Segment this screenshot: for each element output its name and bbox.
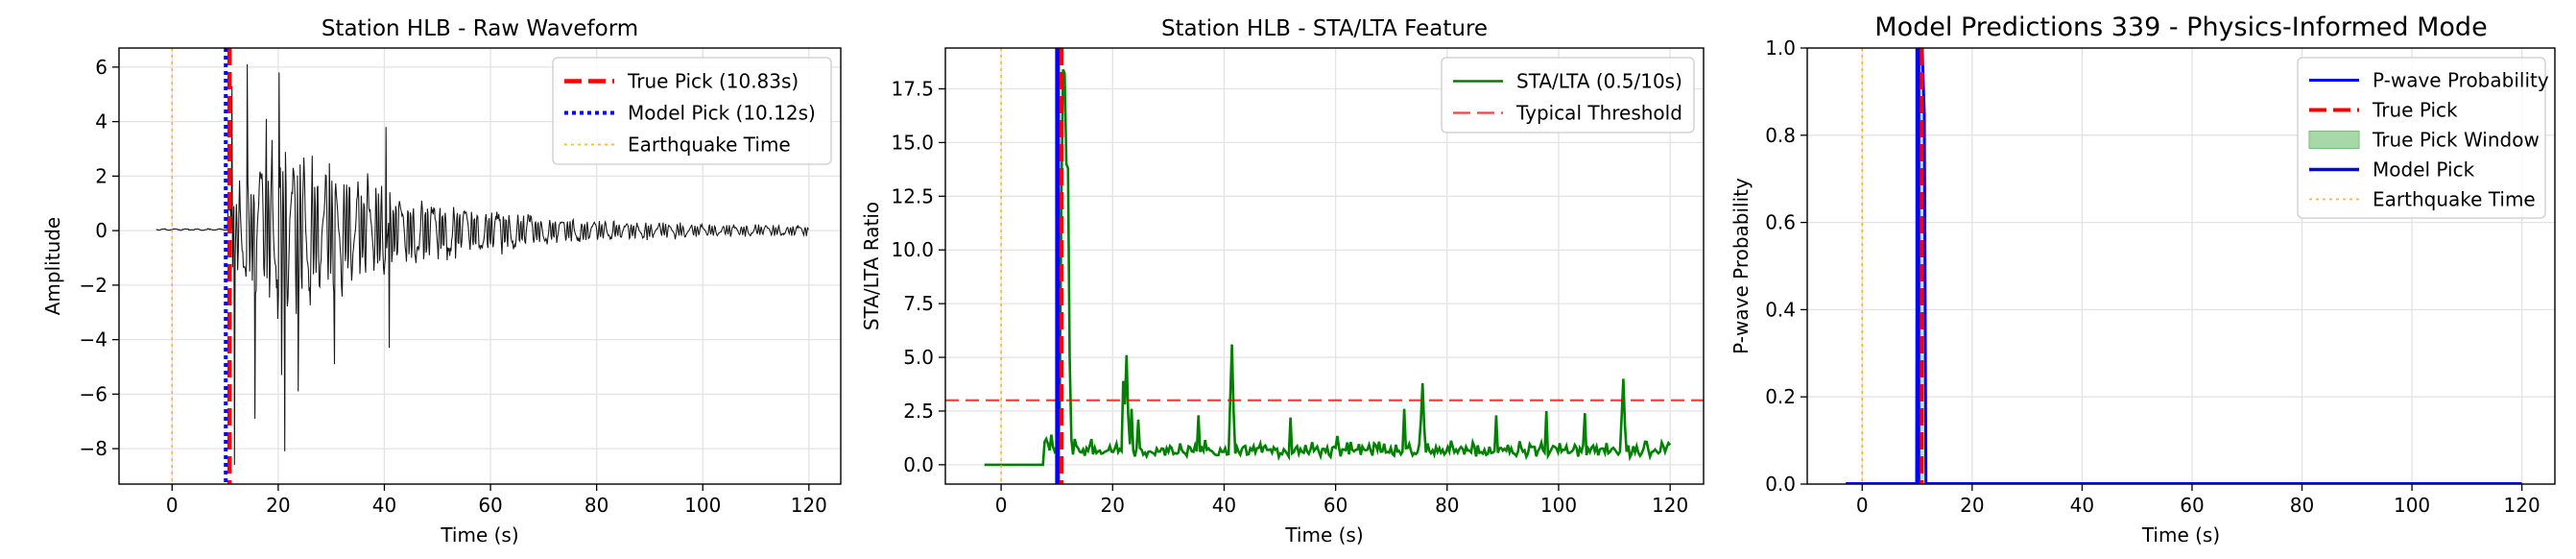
legend-entry: Typical Threshold [1515,102,1682,125]
x-tick-label: 80 [584,494,608,517]
legend-entry: True Pick [2372,99,2458,122]
x-axis-label: Time (s) [2141,523,2220,547]
x-tick-label: 120 [2504,494,2540,517]
x-tick-label: 20 [1960,494,1984,517]
x-tick-label: 120 [791,494,827,517]
stalta-feature-panel: 0 20 40 60 80 100 120 0.0 2.5 5.0 7.5 10.0 12.5 15.0 1… [860,16,1705,547]
y-tick-label: 4 [95,110,107,134]
raw-waveform-panel: 0 20 40 60 80 100 120 −8 −6 −4 −2 0 2 4 6 Station HLB -… [41,16,842,547]
waveform-line [155,63,809,466]
y-tick-label: 7.5 [903,292,934,315]
chart-title: Model Predictions 339 - Physics-Informed… [1874,12,2487,42]
legend-entry: P-wave Probability [2373,69,2549,92]
y-tick-label: −6 [80,382,107,405]
chart-title: Station HLB - STA/LTA Feature [1161,16,1488,41]
y-tick-label: 12.5 [891,184,934,207]
x-axis-label: Time (s) [1284,523,1363,547]
legend: P-wave Probability True Pick True Pick Win… [2297,57,2549,219]
x-tick-label: 20 [1101,494,1125,517]
x-tick-label: 0 [995,494,1008,517]
legend-box [552,57,832,165]
x-tick-label: 100 [1540,494,1577,517]
x-tick-label: 120 [1652,494,1688,517]
legend-entry: Earthquake Time [2373,188,2536,211]
legend-entry: True Pick Window [2372,129,2540,152]
y-tick-label: 6 [95,56,107,79]
y-tick-label: 0.6 [1765,211,1796,234]
y-tick-label: 0.0 [1765,473,1796,496]
y-tick-label: 15.0 [891,131,934,154]
model-predictions-panel: 0 20 40 60 80 100 120 0.0 0.2 0.4 0.6 0.8 1.0 Model P… [1729,12,2556,547]
y-tick-label: 1.0 [1765,36,1796,60]
plot-area [1846,48,2522,484]
y-axis-label: STA/LTA Ratio [860,202,883,330]
axes-frame [1806,47,2556,485]
plot-area [945,48,1704,484]
y-tick-label: 17.5 [891,77,934,100]
axes-frame [118,47,842,485]
y-tick-label: −8 [80,437,107,460]
legend: True Pick (10.83s) Model Pick (10.12s) Ear… [552,57,832,165]
x-tick-label: 40 [1212,494,1236,517]
legend-entry: Model Pick (10.12s) [628,102,816,125]
x-tick-label: 40 [2070,494,2094,517]
chart-title: Station HLB - Raw Waveform [322,16,638,41]
y-tick-label: −4 [80,328,107,352]
y-tick-label: 0.8 [1765,124,1796,147]
x-tick-label: 100 [2394,494,2430,517]
x-tick-label: 60 [478,494,502,517]
y-axis-label: P-wave Probability [1729,178,1753,354]
y-tick-label: 0.2 [1765,385,1796,408]
y-tick-label: 2.5 [903,400,934,423]
x-tick-label: 20 [266,494,290,517]
x-tick-label: 60 [2180,494,2204,517]
legend-box [1441,57,1695,134]
y-tick-label: 0.0 [903,453,934,476]
x-tick-label: 60 [1324,494,1348,517]
y-tick-label: −2 [80,274,107,297]
legend-entry: Earthquake Time [628,134,791,157]
plot-area [155,48,809,484]
legend-entry: STA/LTA (0.5/10s) [1516,70,1682,93]
y-axis-label: Amplitude [41,217,64,316]
y-tick-label: 0 [95,219,107,242]
y-tick-label: 10.0 [891,238,934,261]
legend-box [2297,57,2546,219]
x-axis-label: Time (s) [440,523,518,547]
y-tick-label: 5.0 [903,346,934,369]
y-tick-label: 0.4 [1765,298,1796,321]
x-tick-label: 0 [1856,494,1869,517]
axes-frame [944,47,1705,485]
stalta-line [984,68,1672,467]
legend-entry: True Pick (10.83s) [627,70,799,93]
x-tick-label: 80 [2290,494,2314,517]
y-tick-label: 2 [95,164,107,187]
x-tick-label: 40 [372,494,396,517]
legend: STA/LTA (0.5/10s) Typical Threshold [1441,57,1695,134]
legend-swatch [2308,131,2360,149]
x-tick-label: 100 [684,494,721,517]
legend-entry: Model Pick [2373,158,2475,182]
x-tick-label: 80 [1435,494,1459,517]
x-tick-label: 0 [166,494,179,517]
